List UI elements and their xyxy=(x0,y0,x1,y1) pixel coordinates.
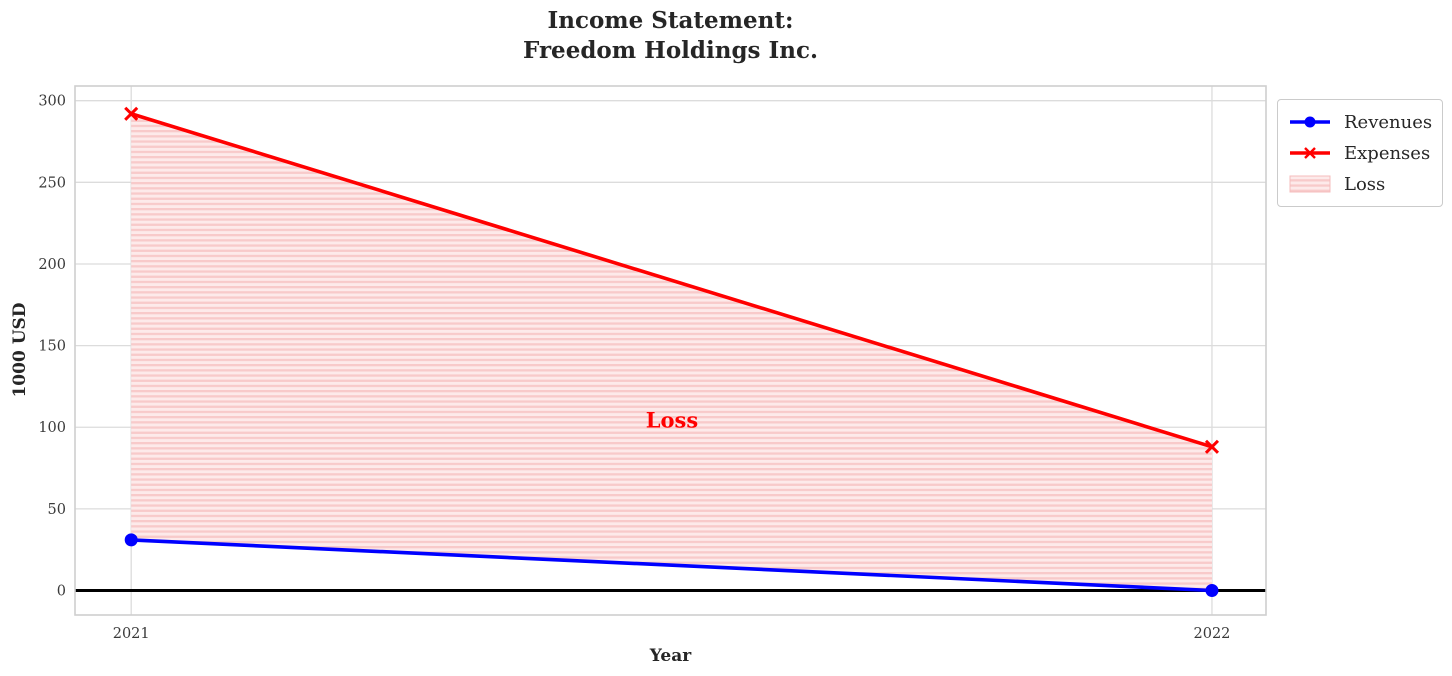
chart-title: Income Statement: Freedom Holdings Inc. xyxy=(75,6,1266,66)
axes-frame xyxy=(74,85,1267,616)
x-tick-label: 2022 xyxy=(1194,626,1231,642)
series-lines xyxy=(130,112,1213,593)
tick-labels: 0 50 100 150 200 250 300 2021 2022 xyxy=(38,94,1230,642)
y-tick-label: 200 xyxy=(38,257,66,273)
y-axis-label: 1000 USD xyxy=(10,302,30,398)
series-markers xyxy=(124,106,1220,598)
legend-item-revenues: Revenues xyxy=(1288,109,1432,135)
chart-title-line1: Income Statement: xyxy=(547,7,794,34)
revenues-marker xyxy=(124,533,138,547)
expenses-line-icon xyxy=(1290,147,1330,159)
y-tick-label: 50 xyxy=(48,502,66,518)
legend-label-loss: Loss xyxy=(1344,173,1386,195)
revenues-line-icon xyxy=(1290,116,1330,128)
legend-label-revenues: Revenues xyxy=(1344,111,1433,133)
loss-fill-polygon xyxy=(131,113,1212,591)
revenues-line xyxy=(131,538,1213,593)
x-tick-label: 2021 xyxy=(113,626,150,642)
legend-label-expenses: Expenses xyxy=(1344,142,1431,164)
y-tick-label: 250 xyxy=(38,175,66,191)
y-tick-label: 0 xyxy=(57,584,66,600)
legend: Revenues Expenses Loss xyxy=(1277,99,1443,207)
y-tick-label: 300 xyxy=(38,94,66,110)
expenses-line xyxy=(130,112,1213,449)
chart-title-line2: Freedom Holdings Inc. xyxy=(523,37,818,64)
loss-annotation: Loss xyxy=(645,407,699,433)
expenses-marker xyxy=(1204,439,1220,454)
legend-item-expenses: Expenses xyxy=(1288,140,1432,166)
loss-patch-icon xyxy=(1289,175,1331,193)
legend-item-loss: Loss xyxy=(1288,171,1432,197)
axes-spines xyxy=(74,85,1267,616)
revenues-marker xyxy=(1205,584,1219,598)
loss-area xyxy=(131,113,1212,591)
y-tick-label: 100 xyxy=(38,420,66,436)
y-tick-label: 150 xyxy=(38,339,66,355)
x-axis-label: Year xyxy=(649,646,692,666)
expenses-marker xyxy=(124,106,139,121)
